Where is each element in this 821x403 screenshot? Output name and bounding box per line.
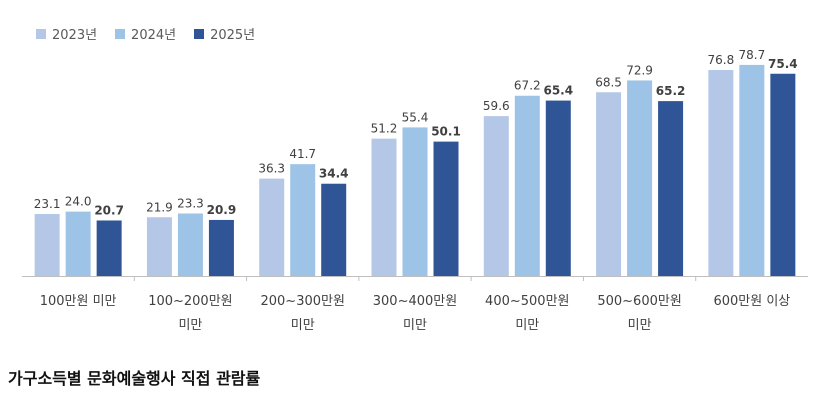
data-label: 41.7 xyxy=(289,147,316,161)
data-label: 50.1 xyxy=(431,125,461,139)
legend-item-2025: 2025년 xyxy=(194,24,255,43)
legend-label-2023: 2023년 xyxy=(52,28,98,43)
bar-2023-cat7 xyxy=(708,69,734,276)
legend-item-2024: 2024년 xyxy=(115,24,176,43)
bar-2024-cat4 xyxy=(402,127,428,276)
data-label: 51.2 xyxy=(371,122,398,136)
legend-swatch-2024 xyxy=(115,28,126,39)
category-label: 500~600만원 xyxy=(597,294,681,309)
bar-2025-cat6 xyxy=(658,101,684,276)
figure-caption: 가구소득별 문화예술행사 직접 관람률 xyxy=(8,369,261,388)
bar-2025-cat3 xyxy=(321,183,347,276)
category-label: 100~200만원 xyxy=(148,294,232,309)
category-label: 400~500만원 xyxy=(485,294,569,309)
category-label: 300~400만원 xyxy=(373,294,457,309)
bar-2023-cat2 xyxy=(146,217,172,276)
bar-chart: 23.1 24.020.7 100만원 미만 21.9 23.3 20.9 100~200만… xyxy=(22,48,808,333)
bar-2025-cat2 xyxy=(208,219,234,276)
data-label: 55.4 xyxy=(402,110,429,124)
data-label: 59.6 xyxy=(483,99,510,113)
bar-2024-cat7 xyxy=(739,64,765,276)
category-label: 100만원 미만 xyxy=(40,294,117,309)
bar-2024-cat3 xyxy=(290,164,316,276)
data-label: 21.9 xyxy=(146,200,173,214)
category-label: 미만 xyxy=(515,318,539,333)
bar-2023-cat6 xyxy=(596,92,622,277)
data-label: 78.7 xyxy=(738,48,765,62)
legend-swatch-2025 xyxy=(194,28,205,39)
category-label: 200~300만원 xyxy=(260,294,344,309)
bar-2025-cat7 xyxy=(770,73,796,277)
bar-2025-cat5 xyxy=(545,100,571,276)
category-label: 미만 xyxy=(291,318,315,333)
data-label: 23.3 xyxy=(177,197,204,211)
bar-2023-cat1 xyxy=(34,214,60,276)
bar-2023-cat5 xyxy=(483,116,509,276)
bar-2024-cat1 xyxy=(65,211,91,276)
data-label: 20.7 xyxy=(94,203,124,217)
legend-label-2025: 2025년 xyxy=(210,28,256,43)
legend-swatch-2023 xyxy=(36,28,46,39)
bar-2025-cat4 xyxy=(433,141,459,276)
bar-2025-cat1 xyxy=(96,220,122,276)
chart-legend: 2023년 2024년 2025년 xyxy=(36,24,255,43)
data-label: 36.3 xyxy=(258,162,285,176)
category-label: 미만 xyxy=(403,318,427,333)
bar-2024-cat6 xyxy=(627,80,653,276)
data-label: 24.0 xyxy=(65,195,92,209)
data-label: 20.9 xyxy=(207,203,237,217)
data-label: 23.1 xyxy=(34,197,61,211)
data-label: 65.2 xyxy=(656,84,686,98)
data-label: 65.4 xyxy=(543,84,573,98)
data-label: 76.8 xyxy=(707,53,734,67)
bar-2024-cat5 xyxy=(514,95,540,276)
bar-2023-cat4 xyxy=(371,138,397,276)
legend-label-2024: 2024년 xyxy=(131,28,177,43)
category-label: 미만 xyxy=(628,318,652,333)
data-label: 72.9 xyxy=(626,63,653,77)
category-label: 미만 xyxy=(178,318,202,333)
data-label: 75.4 xyxy=(768,57,798,71)
bar-2024-cat2 xyxy=(177,213,203,276)
legend-item-2023: 2023년 xyxy=(36,24,97,43)
data-label: 34.4 xyxy=(319,167,349,181)
category-label: 600만원 이상 xyxy=(713,294,790,309)
bar-2023-cat3 xyxy=(259,178,285,276)
data-label: 67.2 xyxy=(514,79,541,93)
data-label: 68.5 xyxy=(595,75,622,89)
